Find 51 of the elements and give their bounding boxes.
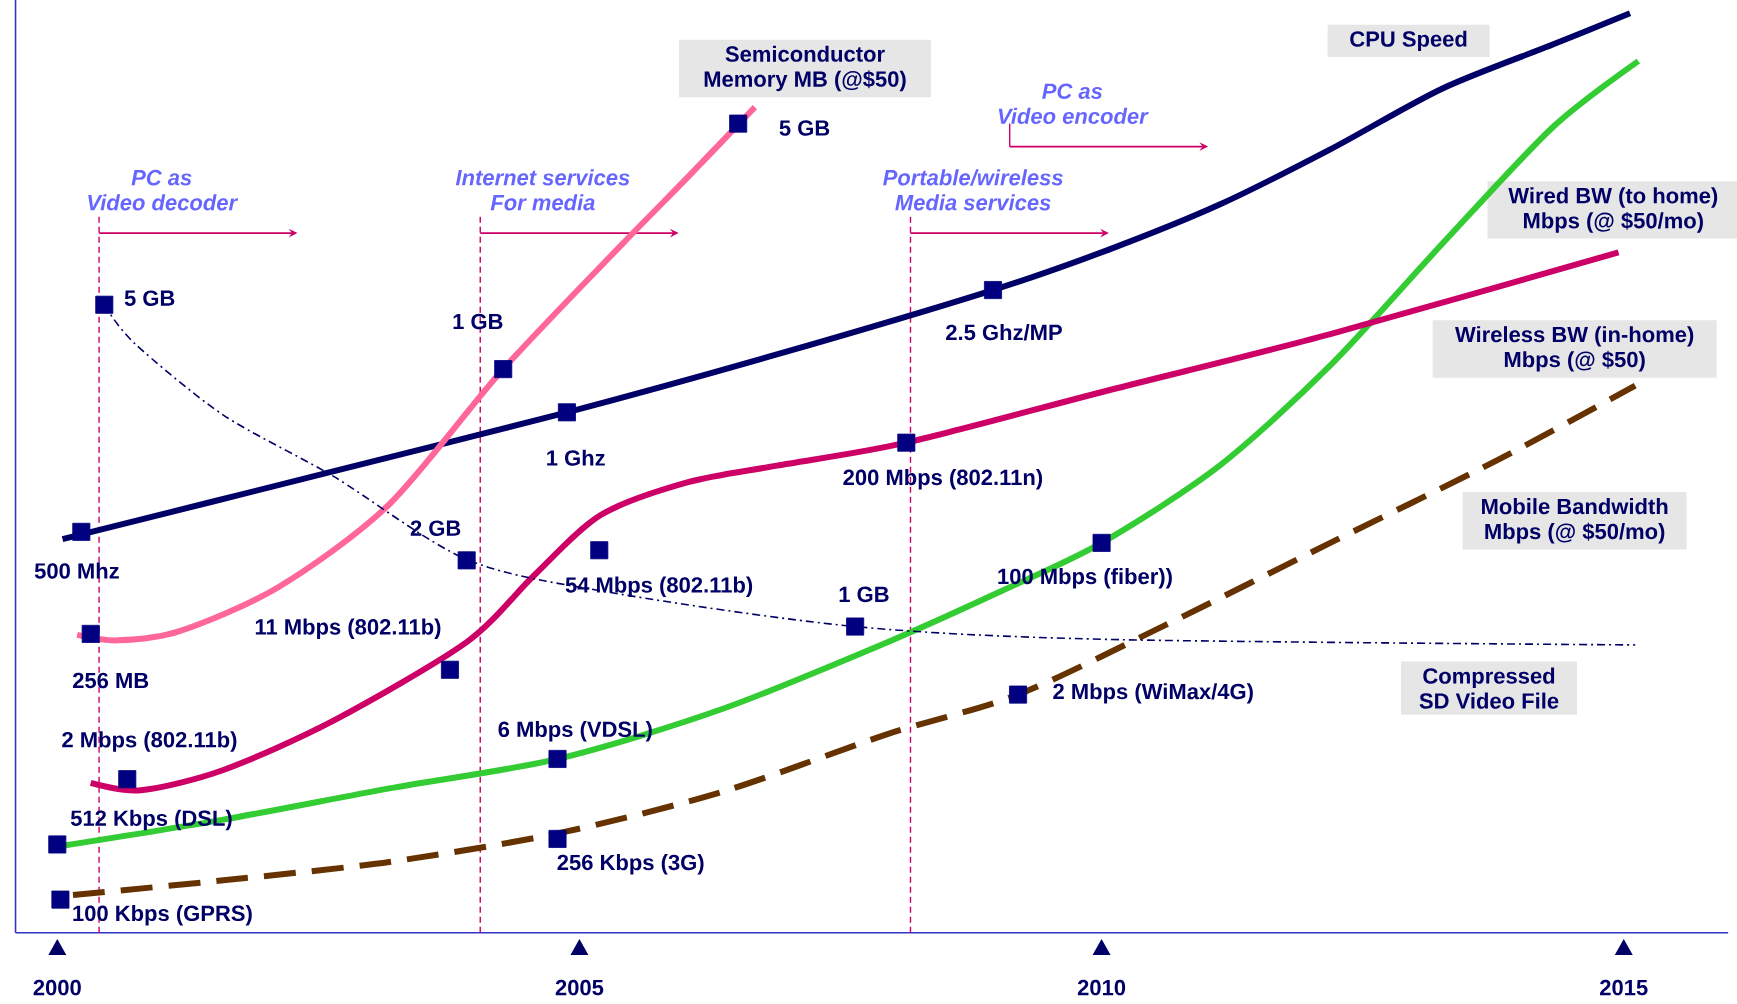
point xyxy=(118,770,137,789)
point xyxy=(1092,534,1111,553)
point xyxy=(95,295,114,314)
annotation: 2 GB xyxy=(410,520,461,537)
annotation: 100 Mbps (fiber)) xyxy=(998,568,1172,589)
point xyxy=(846,617,865,636)
series-label: CPU Speed xyxy=(1350,30,1467,52)
ref-line-label: PC as Video decoder xyxy=(88,170,239,211)
point xyxy=(590,541,609,560)
annotation: 2 Mbps (802.11b) xyxy=(62,731,237,752)
series-label: Wired BW (to home) Mbps (@ $50/mo) xyxy=(1508,187,1718,233)
point xyxy=(897,433,916,452)
ref-line-label: Portable/wireless Media services xyxy=(883,169,1063,211)
annotation: 1 Ghz xyxy=(547,449,605,466)
x-tick-label: 2000 xyxy=(33,979,81,996)
series-label: Mobile Bandwidth Mbps (@ $50/mo) xyxy=(1482,498,1668,544)
annotation: 5 GB xyxy=(124,290,175,307)
annotation: 5 GB xyxy=(779,120,830,136)
ref-line-label: Internet services For media xyxy=(455,169,630,211)
annotation: 256 Kbps (3G) xyxy=(557,854,704,875)
point xyxy=(557,403,576,422)
text: Semiconductor Memory MB (@$50) xyxy=(704,45,906,92)
annotation: 2 Mbps (WiMax/4G) xyxy=(1053,683,1253,704)
annotation: 2.5 Ghz/MP xyxy=(946,324,1062,341)
point xyxy=(72,523,91,542)
annotation: 54 Mbps (802.11b) xyxy=(565,576,753,598)
series-label: Compressed SD Video File xyxy=(1419,667,1559,709)
point xyxy=(983,281,1002,300)
point xyxy=(51,890,70,909)
annotation: 500 Mhz xyxy=(34,562,119,579)
annotation: 256 MB xyxy=(72,672,149,689)
x-tick-label: 2005 xyxy=(555,979,604,996)
point xyxy=(729,114,748,133)
point xyxy=(48,835,67,854)
series-label: Wireless BW (in-home) Mbps (@ $50) xyxy=(1455,326,1694,372)
point xyxy=(1009,685,1028,704)
annotation: 1 GB xyxy=(839,586,889,603)
point xyxy=(81,625,100,644)
annotation: 11 Mbps (802.11b) xyxy=(255,618,441,640)
annotation: 6 Mbps (VDSL) xyxy=(498,721,652,742)
x-tick-label: 2010 xyxy=(1077,979,1126,996)
annotation: 1 GB xyxy=(453,313,503,330)
point xyxy=(548,830,567,849)
point xyxy=(440,660,459,679)
point xyxy=(494,360,513,379)
point xyxy=(548,750,567,769)
annotation: 200 Mbps (802.11n) xyxy=(843,469,1043,490)
x-tick-label: 2015 xyxy=(1600,979,1648,996)
point xyxy=(457,551,476,570)
annotation: 100 Kbps (GPRS) xyxy=(73,905,252,926)
ref-line-label: PC as Video encoder xyxy=(998,83,1149,125)
